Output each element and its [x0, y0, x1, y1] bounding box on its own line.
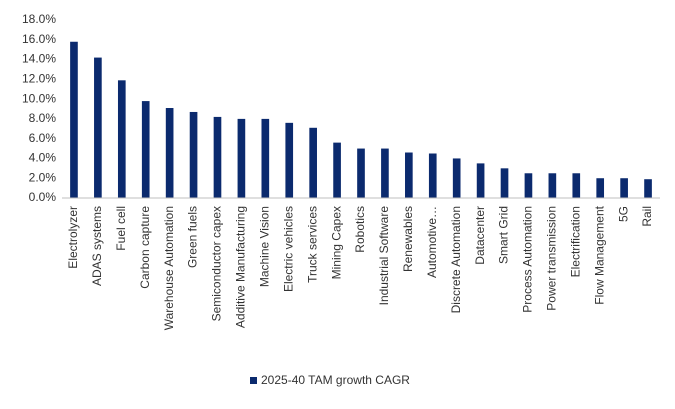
- y-tick-label: 4.0%: [29, 151, 57, 165]
- x-tick-label: Electrolyzer: [66, 206, 80, 269]
- bar: [524, 173, 533, 198]
- y-tick-label: 8.0%: [29, 111, 57, 125]
- y-tick-label: 16.0%: [22, 32, 56, 46]
- bar: [70, 41, 78, 198]
- bar: [261, 118, 270, 198]
- bar: [141, 101, 150, 198]
- bar: [285, 122, 294, 198]
- bar: [117, 80, 126, 198]
- x-tick-label: Flow Management: [592, 205, 606, 304]
- bar: [644, 179, 652, 198]
- x-tick-label: Automotive…: [425, 206, 439, 278]
- bar: [596, 178, 605, 198]
- x-tick-label: Mining Capex: [329, 206, 343, 279]
- x-tick-label: Robotics: [353, 206, 367, 253]
- x-tick-label: ADAS systems: [90, 206, 104, 286]
- bar: [381, 148, 389, 198]
- x-tick-label: Fuel cell: [114, 206, 128, 251]
- bar: [572, 173, 581, 198]
- bar: [165, 108, 174, 198]
- x-tick-label: Carbon capture: [138, 206, 152, 289]
- bar: [333, 142, 341, 198]
- x-tick-label: Semiconductor capex: [210, 206, 224, 321]
- bar: [548, 173, 557, 198]
- x-tick-label: Electric vehicles: [281, 206, 295, 292]
- bar: [476, 163, 485, 198]
- x-tick-label: Process Automation: [521, 206, 535, 313]
- bar: [237, 118, 246, 198]
- y-tick-label: 14.0%: [22, 52, 56, 66]
- x-tick-label: 5G: [616, 206, 630, 222]
- x-tick-label: Datacenter: [473, 206, 487, 265]
- y-tick-label: 10.0%: [22, 91, 56, 105]
- bar: [357, 148, 365, 198]
- x-tick-label: Green fuels: [186, 206, 200, 268]
- bar: [428, 153, 437, 198]
- x-tick-label: Renewables: [401, 206, 415, 272]
- bar: [620, 178, 628, 198]
- bar: [213, 116, 222, 198]
- x-tick-label: Discrete Automation: [449, 206, 463, 313]
- y-tick-label: 0.0%: [29, 190, 57, 204]
- x-tick-label: Warehouse Automation: [162, 206, 176, 330]
- bar: [309, 127, 317, 198]
- x-tick-label: Electrification: [568, 206, 582, 277]
- bar: [405, 152, 413, 198]
- y-tick-label: 18.0%: [22, 12, 56, 26]
- y-tick-label: 12.0%: [22, 72, 56, 86]
- x-tick-label: Smart Grid: [497, 206, 511, 264]
- bar: [189, 111, 198, 198]
- bar: [500, 168, 509, 198]
- y-tick-label: 2.0%: [29, 170, 57, 184]
- y-tick-label: 6.0%: [29, 131, 57, 145]
- x-tick-label: Power transmission: [545, 206, 559, 311]
- legend-swatch: [250, 377, 257, 384]
- x-tick-label: Truck services: [305, 206, 319, 283]
- x-tick-label: Additive Manufacturing: [234, 206, 248, 328]
- bar: [452, 158, 461, 198]
- x-tick-label: Industrial Software: [377, 206, 391, 306]
- legend-label: 2025-40 TAM growth CAGR: [261, 373, 410, 387]
- x-tick-label: Machine Vision: [257, 206, 271, 287]
- bar: [94, 57, 102, 199]
- x-tick-label: Rail: [640, 206, 654, 227]
